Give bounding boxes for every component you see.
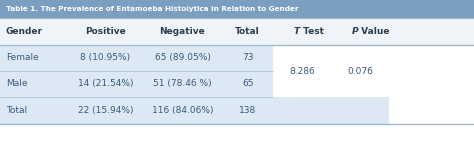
- Text: Value: Value: [358, 27, 389, 36]
- FancyBboxPatch shape: [332, 45, 389, 70]
- FancyBboxPatch shape: [142, 97, 223, 124]
- Text: Table 1. The Prevalence of Entamoeba Histolytica in Relation to Gender: Table 1. The Prevalence of Entamoeba His…: [6, 6, 298, 12]
- Text: Negative: Negative: [160, 27, 205, 36]
- Text: 138: 138: [239, 106, 256, 115]
- Text: 0.076: 0.076: [347, 67, 373, 76]
- FancyBboxPatch shape: [0, 70, 69, 97]
- FancyBboxPatch shape: [273, 97, 332, 124]
- FancyBboxPatch shape: [0, 0, 474, 18]
- Text: 65: 65: [242, 79, 254, 88]
- Text: 73: 73: [242, 53, 254, 62]
- Text: 51 (78.46 %): 51 (78.46 %): [153, 79, 212, 88]
- Text: 14 (21.54%): 14 (21.54%): [78, 79, 133, 88]
- FancyBboxPatch shape: [273, 70, 332, 97]
- Text: Male: Male: [6, 79, 27, 88]
- FancyBboxPatch shape: [0, 45, 69, 70]
- FancyBboxPatch shape: [69, 97, 142, 124]
- FancyBboxPatch shape: [332, 97, 389, 124]
- Text: Total: Total: [235, 27, 260, 36]
- FancyBboxPatch shape: [69, 70, 142, 97]
- FancyBboxPatch shape: [223, 45, 273, 70]
- Text: Test: Test: [300, 27, 324, 36]
- Text: Female: Female: [6, 53, 38, 62]
- Text: 65 (89.05%): 65 (89.05%): [155, 53, 210, 62]
- Text: P: P: [352, 27, 358, 36]
- Text: 8 (10.95%): 8 (10.95%): [81, 53, 130, 62]
- Text: Gender: Gender: [6, 27, 43, 36]
- Text: T: T: [293, 27, 300, 36]
- FancyBboxPatch shape: [0, 18, 474, 45]
- FancyBboxPatch shape: [69, 45, 142, 70]
- Text: 116 (84.06%): 116 (84.06%): [152, 106, 213, 115]
- FancyBboxPatch shape: [223, 97, 273, 124]
- FancyBboxPatch shape: [142, 70, 223, 97]
- FancyBboxPatch shape: [223, 70, 273, 97]
- Text: Total: Total: [6, 106, 27, 115]
- FancyBboxPatch shape: [142, 45, 223, 70]
- Text: Positive: Positive: [85, 27, 126, 36]
- FancyBboxPatch shape: [273, 45, 332, 70]
- FancyBboxPatch shape: [332, 70, 389, 97]
- Text: 22 (15.94%): 22 (15.94%): [78, 106, 133, 115]
- Text: 8.286: 8.286: [289, 67, 315, 76]
- FancyBboxPatch shape: [0, 97, 69, 124]
